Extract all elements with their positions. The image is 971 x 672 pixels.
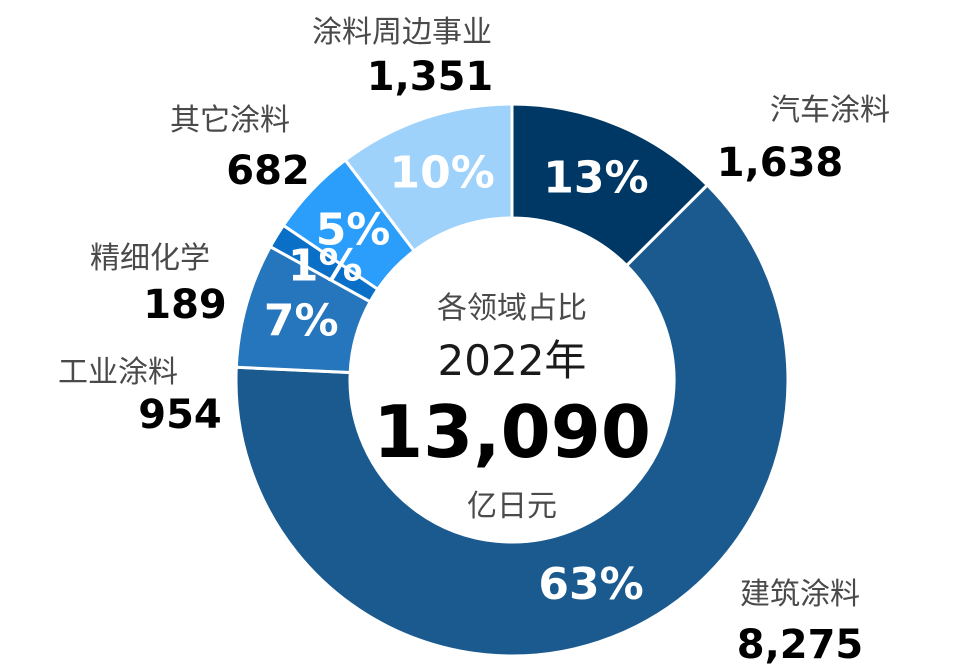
slice-name-label: 其它涂料 xyxy=(170,103,290,138)
center-title: 各领域占比 xyxy=(437,291,587,326)
slice-value-label: 1,638 xyxy=(717,140,844,186)
center-total: 13,090 xyxy=(373,390,651,474)
slice-value-label: 8,275 xyxy=(737,622,864,668)
slice-percent-label: 10% xyxy=(390,147,495,198)
slice-value-label: 189 xyxy=(143,282,227,328)
slice-name-label: 精细化学 xyxy=(90,241,210,276)
center-unit: 亿日元 xyxy=(467,489,557,524)
slice-percent-label: 7% xyxy=(264,295,339,346)
center-year: 2022年 xyxy=(438,336,587,385)
slice-value-label: 1,351 xyxy=(367,54,494,100)
slice-name-label: 工业涂料 xyxy=(58,355,178,390)
slice-6 xyxy=(343,102,514,253)
slice-name-label: 建筑涂料 xyxy=(740,577,860,612)
slice-percent-label: 13% xyxy=(543,153,648,204)
slice-name-label: 涂料周边事业 xyxy=(312,15,492,50)
slice-value-label: 954 xyxy=(138,392,222,438)
slice-value-label: 682 xyxy=(226,148,310,194)
slice-name-label: 汽车涂料 xyxy=(770,93,890,128)
slices-group xyxy=(234,102,790,658)
slice-percent-label: 5% xyxy=(316,204,391,255)
slice-percent-label: 1% xyxy=(288,241,363,292)
percent-labels-group: 13% 63% 7%1%5% 10% xyxy=(264,147,649,610)
slice-percent-label: 63% xyxy=(538,559,643,610)
slice-2 xyxy=(234,182,790,658)
